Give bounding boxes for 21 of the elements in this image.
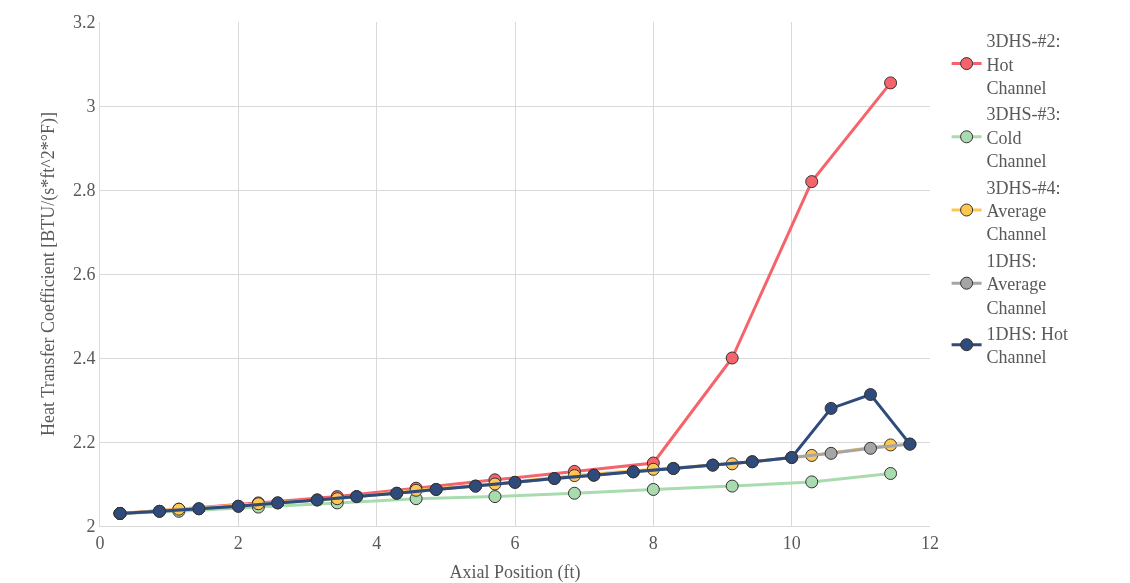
legend-label: 3DHS-#2: Hot Channel [986,31,1061,99]
y-tick-label: 2.8 [72,180,96,201]
x-tick-label: 12 [921,532,939,553]
x-tick-label: 8 [648,532,658,553]
y-tick-label: 2.2 [72,432,96,453]
legend-label: 1DHS: Average Channel [986,250,1047,318]
x-tick-label: 10 [782,532,801,553]
y-tick-label: 3 [86,96,96,117]
y-tick-label: 2.4 [72,348,96,369]
x-tick-label: 2 [233,532,243,553]
x-tick-label: 4 [372,532,382,553]
y-tick-label: 3.2 [72,12,96,33]
y-tick-label: 2 [86,516,96,537]
y-tick-label: 2.6 [72,264,96,285]
x-tick-label: 6 [510,532,520,553]
legend-label: 3DHS-#3: Cold Channel [986,104,1061,172]
legend-label: 1DHS: Hot Channel [986,324,1069,368]
x-tick-label: 0 [95,532,105,553]
x-axis-title: Axial Position (ft) [449,562,581,583]
legend-label: 3DHS-#4: Average Channel [986,177,1061,245]
y-axis-title: Heat Transfer Coefficient [BTU/(s*ft^2*°F)] [38,112,59,436]
